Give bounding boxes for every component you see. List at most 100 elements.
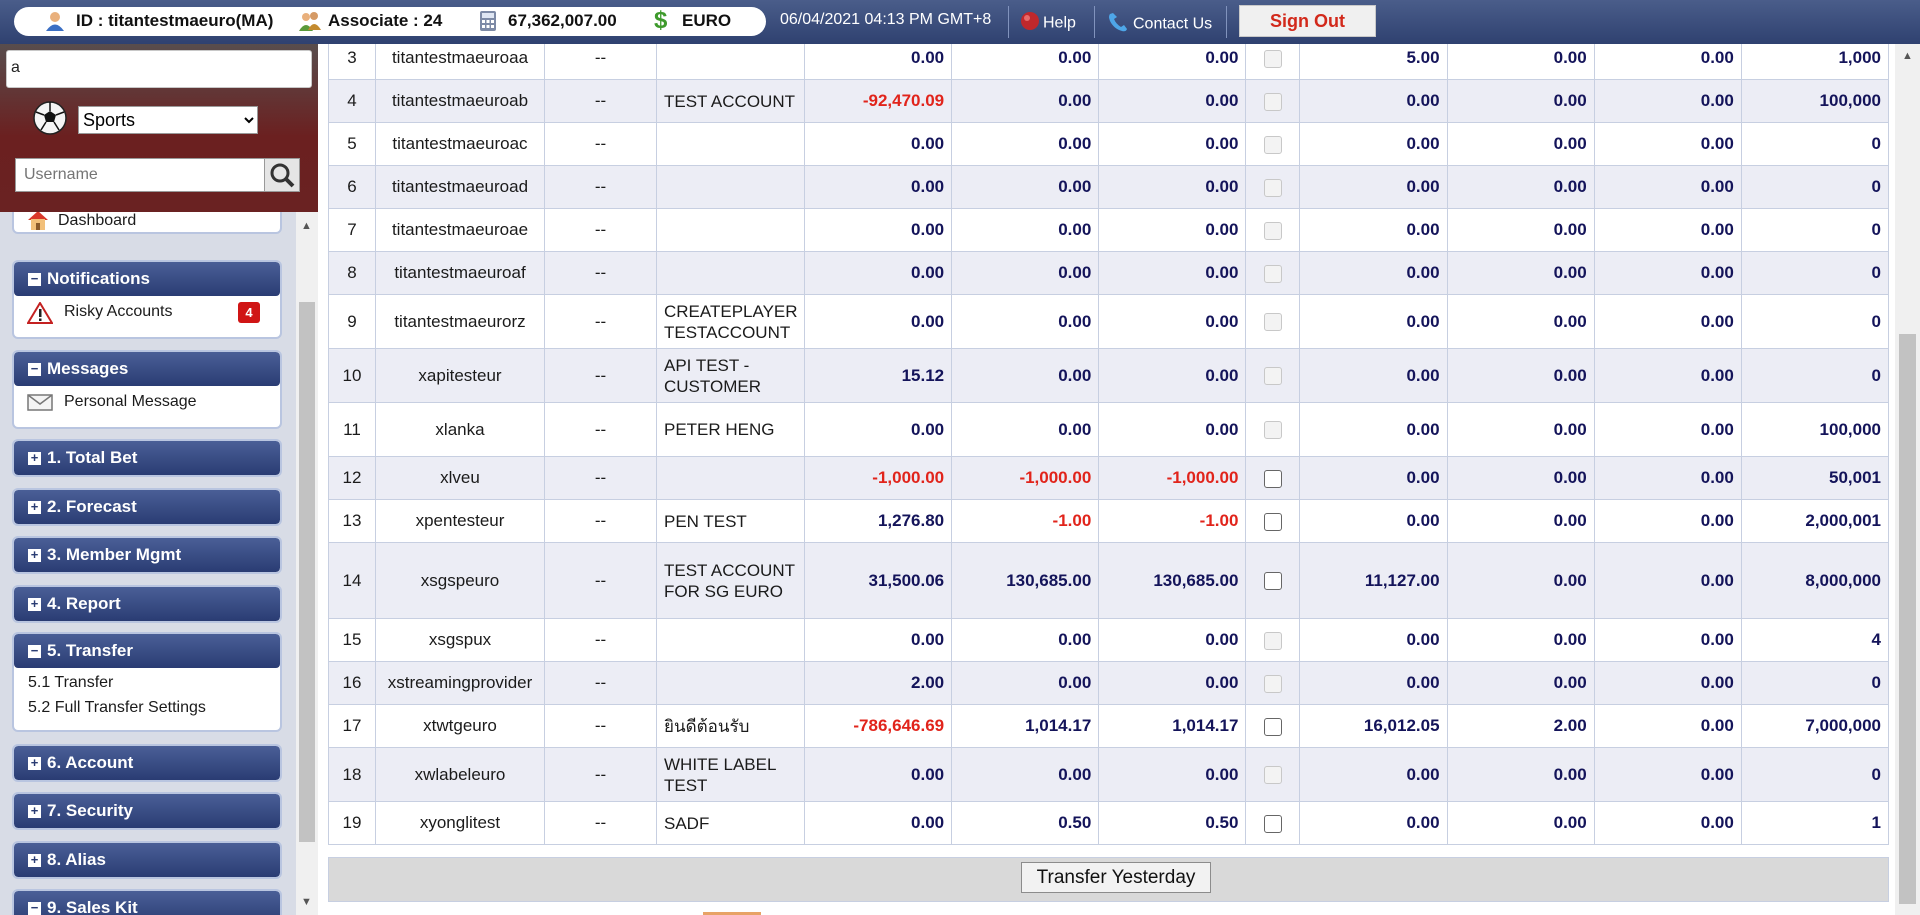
amount-cell: 0.00 [1446,44,1595,80]
select-checkbox [1263,421,1282,440]
amount-cell: 0.00 [1593,79,1742,123]
balance-cell: 15.12 [803,348,953,403]
dashboard-panel: Dashboard [12,212,282,234]
row-number-cell: 10 [328,348,376,403]
table-row: 6 titantestmaeuroad -- 0.00 0.00 0.00 0.00 0.00… [328,165,1890,209]
alias-header[interactable]: +8. Alias [14,843,280,877]
amount-cell: 0.00 [951,661,1100,705]
table-footer: Transfer Yesterday [328,857,1889,902]
expand-icon: + [28,548,41,562]
report-panel: +4. Report [12,585,282,623]
amount-cell: 0.00 [1446,294,1595,349]
amount-cell: 0.00 [1299,618,1448,662]
sidebar-scrollbar[interactable]: ▲ ▼ [296,212,318,915]
contact-us-link[interactable]: Contact Us [1106,11,1212,38]
account-header[interactable]: +6. Account [14,746,280,780]
username-search-input[interactable] [15,158,265,192]
risky-accounts-link[interactable]: Risky Accounts 4 [14,299,280,327]
table-row: 10 xapitesteur -- API TEST - CUSTOMER 15.12 0… [328,348,1890,403]
balance-cell: -1,000.00 [803,456,953,500]
username-cell: xapitesteur [375,348,545,403]
select-checkbox [1263,221,1282,240]
amount-cell: 0.00 [1299,499,1448,543]
collapse-icon: − [28,644,41,658]
sales-kit-header[interactable]: −9. Sales Kit [14,891,280,915]
scroll-down-arrow[interactable]: ▼ [301,896,312,908]
personal-message-link[interactable]: Personal Message [14,389,280,417]
username-cell: xsgspux [375,618,545,662]
select-checkbox[interactable] [1263,469,1282,488]
amount-cell: 0.00 [951,208,1100,252]
select-cell [1245,122,1301,166]
sidebar-search-field[interactable]: a [6,50,312,88]
username-cell: xwlabeleuro [375,747,545,802]
main-scroll-thumb[interactable] [1899,334,1916,904]
sport-select[interactable]: Sports [78,106,258,134]
name-cell [656,44,805,80]
status-cell: -- [544,79,657,123]
status-cell: -- [544,618,657,662]
main-scrollbar[interactable]: ▲ [1895,44,1920,915]
limit-cell: 0 [1740,208,1890,252]
amount-cell: 0.00 [1593,661,1742,705]
limit-cell: 100,000 [1740,402,1890,457]
select-checkbox [1263,92,1282,111]
sidebar-header: a Sports [0,44,318,212]
row-number-cell: 13 [328,499,376,543]
divider [1226,6,1227,38]
username-cell: titantestmaeuroaf [375,251,545,295]
amount-cell: 0.00 [1299,348,1448,403]
messages-title: Messages [47,359,129,378]
phone-icon [1106,11,1130,38]
select-checkbox [1263,49,1282,68]
notifications-header[interactable]: − Notifications [14,262,280,296]
select-cell [1245,542,1301,619]
select-checkbox[interactable] [1263,717,1282,736]
full-transfer-settings-link[interactable]: 5.2 Full Transfer Settings [28,699,206,716]
username-cell: xlanka [375,402,545,457]
forecast-header[interactable]: +2. Forecast [14,490,280,524]
username-search-button[interactable] [264,158,300,192]
personal-message-label: Personal Message [64,393,197,410]
row-number-cell: 11 [328,402,376,457]
messages-header[interactable]: − Messages [14,352,280,386]
amount-cell: 0.00 [1593,542,1742,619]
help-link[interactable]: Help [1020,11,1076,36]
username-cell: titantestmaeuroae [375,208,545,252]
member-mgmt-header[interactable]: +3. Member Mgmt [14,538,280,572]
name-cell: WHITE LABEL TEST [656,747,805,802]
sign-out-button[interactable]: Sign Out [1239,5,1376,37]
total-bet-header[interactable]: +1. Total Bet [14,441,280,475]
dashboard-link[interactable]: Dashboard [14,212,280,232]
total-bet-panel: +1. Total Bet [12,439,282,477]
amount-cell: 0.00 [1299,165,1448,209]
balance-cell: 0.00 [803,402,953,457]
account-panel: +6. Account [12,744,282,782]
limit-cell: 0 [1740,251,1890,295]
select-checkbox[interactable] [1263,572,1282,591]
amount-cell: 0.00 [1098,402,1247,457]
transfer-header[interactable]: −5. Transfer [14,634,280,668]
scroll-up-arrow[interactable]: ▲ [1902,50,1913,62]
status-cell: -- [544,661,657,705]
account-info-bar: ID : titantestmaeuro(MA) Associate : 24 … [14,7,766,36]
account-title: 6. Account [47,753,134,772]
divider [1008,6,1009,38]
amount-cell: 0.00 [1446,618,1595,662]
amount-cell: 0.00 [1098,294,1247,349]
select-checkbox[interactable] [1263,814,1282,833]
scroll-up-arrow[interactable]: ▲ [301,220,312,232]
dashboard-label: Dashboard [58,212,137,229]
status-cell: -- [544,747,657,802]
row-number-cell: 3 [328,44,376,80]
limit-cell: 1 [1740,801,1890,845]
transfer-link[interactable]: 5.1 Transfer [28,674,114,691]
expand-icon: + [28,597,41,611]
transfer-yesterday-button[interactable]: Transfer Yesterday [1021,862,1211,893]
security-header[interactable]: +7. Security [14,794,280,828]
report-header[interactable]: +4. Report [14,587,280,621]
sidebar-scroll-thumb[interactable] [299,302,315,842]
select-checkbox[interactable] [1263,512,1282,531]
amount-cell: 16,012.05 [1299,704,1448,748]
row-number-cell: 19 [328,801,376,845]
